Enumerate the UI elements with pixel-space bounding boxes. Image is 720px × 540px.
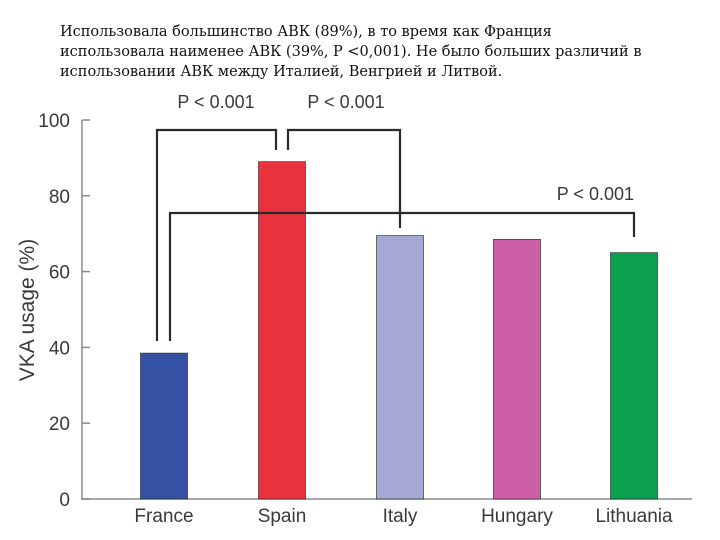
- caption: Использовала большинство АВК (89%), в то…: [60, 22, 700, 82]
- y-axis-title: VKA usage (%): [16, 239, 39, 381]
- bracket-spain-italy: [286, 128, 402, 228]
- x-label-hungary: Hungary: [481, 506, 553, 527]
- y-tick-label: 80: [49, 187, 70, 208]
- x-label-spain: Spain: [258, 506, 307, 527]
- bracket-france-spain: [155, 128, 278, 341]
- caption-line-1: Использовала большинство АВК (89%), в то…: [60, 24, 552, 40]
- x-label-italy: Italy: [383, 506, 418, 527]
- bar-lithuania: [610, 252, 658, 500]
- bar-france: [140, 352, 188, 500]
- y-ticks: 0 20 40 60 80 100: [38, 111, 90, 511]
- caption-line-3: использовании АВК между Италией, Венгрие…: [60, 64, 503, 80]
- x-label-lithuania: Lithuania: [595, 506, 673, 527]
- caption-line-2: использовала наименее АВК (39%, P <0,001…: [60, 44, 642, 60]
- bracket-france-lithuania: [168, 211, 636, 341]
- bar-spain: [258, 161, 306, 500]
- y-tick-label: 20: [49, 414, 70, 435]
- bars: [140, 161, 658, 500]
- bar-italy: [376, 235, 424, 500]
- p-value-label: P < 0.001: [177, 92, 254, 112]
- y-tick-label: 40: [49, 338, 70, 359]
- significance-brackets: P < 0.001 P < 0.001 P < 0.001: [155, 92, 636, 341]
- x-label-france: France: [134, 506, 193, 527]
- y-tick-label: 0: [59, 490, 70, 511]
- p-value-label: P < 0.001: [307, 92, 384, 112]
- y-tick-label: 100: [38, 111, 70, 132]
- x-labels: France Spain Italy Hungary Lithuania: [134, 506, 673, 527]
- y-tick-label: 60: [49, 263, 70, 284]
- bar-hungary: [493, 239, 541, 500]
- p-value-label: P < 0.001: [557, 184, 634, 204]
